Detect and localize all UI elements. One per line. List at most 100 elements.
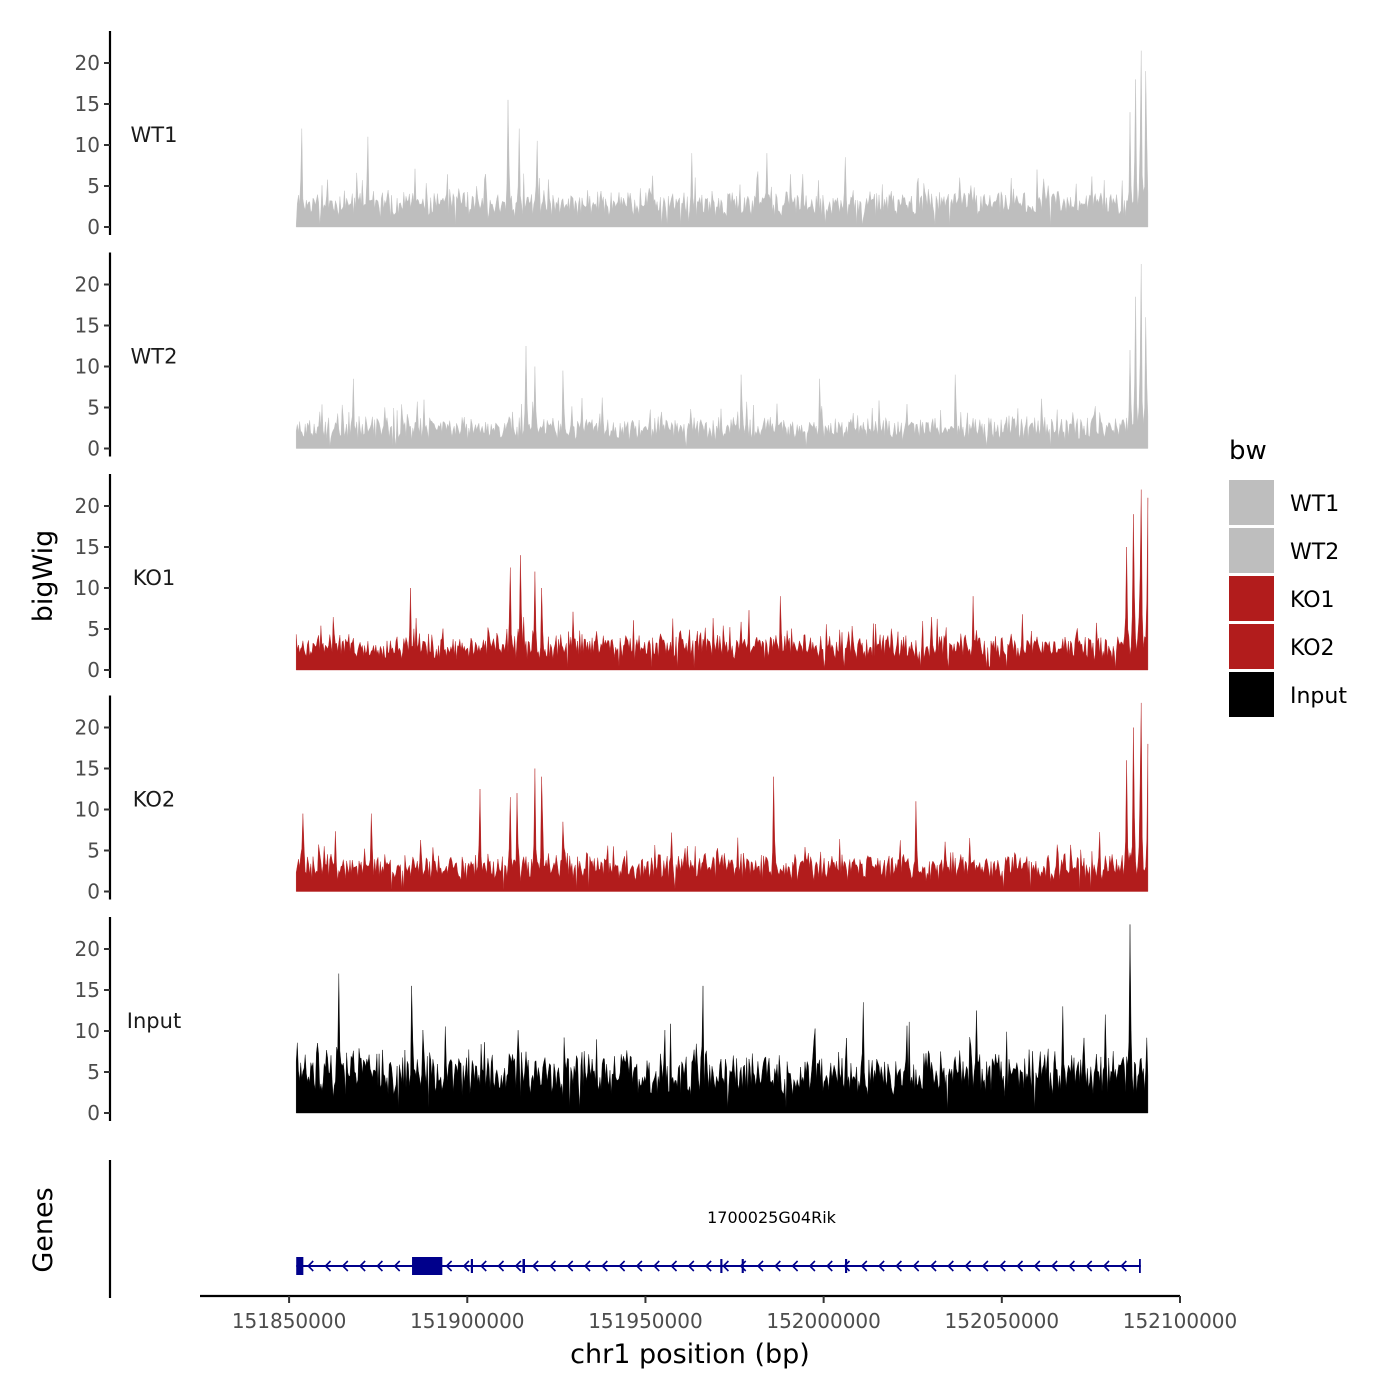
legend-label-wt2: WT2 [1290,540,1339,565]
strand-arrow [514,1260,522,1272]
exon [296,1257,304,1275]
strand-arrow [826,1260,833,1272]
strand-arrow [981,1260,989,1272]
genes-axis-title: Genes [28,1187,59,1272]
exon [741,1259,744,1273]
strand-arrow [1085,1260,1093,1272]
strand-arrow [739,1260,747,1272]
y-axis-title: bigWig [28,530,59,623]
y-tick-label: 20 [75,716,100,740]
y-tick-label: 5 [87,1060,100,1084]
legend-label-wt1: WT1 [1290,492,1339,517]
strand-arrow [929,1260,937,1272]
x-tick-label: 151900000 [410,1309,525,1333]
strand-arrow [895,1260,902,1272]
legend-key-wt1 [1229,480,1274,525]
genes-layer: 1700025G04Rik [108,1160,1141,1298]
y-tick-label: 10 [75,355,100,379]
gene-name-label: 1700025G04Rik [707,1208,837,1227]
y-tick-label: 0 [87,437,100,461]
y-tick-label: 10 [75,1019,100,1043]
x-tick-label: 152050000 [945,1309,1060,1333]
strand-arrow [687,1260,695,1272]
exon [845,1259,848,1273]
strand-arrow [480,1260,487,1272]
exon [522,1259,526,1273]
y-tick-label: 20 [75,273,100,297]
strand-arrow [791,1260,799,1272]
y-tick-label: 15 [75,314,100,338]
legend: bw WT1 WT2 KO1 KO2 Input [1229,436,1347,717]
strand-arrow [756,1260,764,1272]
track-label-ko2: KO2 [133,788,176,812]
legend-key-input [1229,672,1274,717]
y-tick-label: 20 [75,51,100,75]
strand-arrow [877,1260,885,1272]
strand-arrow [653,1260,660,1272]
strand-arrow [704,1260,712,1272]
track-label-wt1: WT1 [131,123,178,147]
strand-arrow [912,1260,920,1272]
y-tick-label: 15 [75,757,100,781]
strand-arrow [774,1260,781,1272]
y-tick-label: 0 [87,658,100,682]
track-ko2: 0 5 10 15 20 KO2 [75,695,1149,904]
track-label-ko1: KO1 [133,566,176,590]
strand-arrow [324,1260,332,1272]
strand-arrow [445,1260,453,1272]
strand-arrow [358,1260,366,1272]
legend-key-ko2 [1229,624,1274,669]
legend-label-input: Input [1290,684,1347,709]
legend-label-ko1: KO1 [1290,588,1335,613]
strand-arrow [808,1260,816,1272]
track-label-input: Input [127,1009,181,1033]
x-axis-title: chr1 position (bp) [570,1339,810,1370]
legend-key-wt2 [1229,528,1274,573]
legend-label-ko2: KO2 [1290,636,1335,661]
strand-arrow [601,1260,608,1272]
strand-arrow [670,1260,678,1272]
y-tick-label: 15 [75,535,100,559]
strand-arrow [1050,1260,1058,1272]
legend-key-ko1 [1229,576,1274,621]
strand-arrow [1102,1260,1110,1272]
y-tick-label: 10 [75,133,100,157]
x-axis: 151850000 151900000 151950000 152000000 1520… [200,1294,1237,1333]
y-tick-label: 5 [87,617,100,641]
strand-arrow [376,1260,383,1272]
strand-arrow [947,1260,954,1272]
signal-area-ko2 [296,702,1149,892]
y-tick-label: 10 [75,576,100,600]
strand-arrow [635,1260,643,1272]
signal-area-ko1 [296,489,1149,671]
signal-area-wt1 [296,50,1149,228]
y-tick-label: 5 [87,174,100,198]
strand-arrow [618,1260,626,1272]
strand-arrow [549,1260,556,1272]
track-wt1: 0 5 10 15 20 WT1 [75,31,1149,239]
x-tick-label: 151950000 [588,1309,703,1333]
legend-title: bw [1229,436,1267,466]
strand-arrow [1068,1260,1075,1272]
strand-arrow [307,1260,314,1272]
y-tick-label: 0 [87,215,100,239]
y-tick-label: 0 [87,1101,100,1125]
strand-arrow [393,1260,401,1272]
track-ko1: 0 5 10 15 20 KO1 [75,474,1149,682]
strand-arrow [843,1260,851,1272]
y-tick-label: 20 [75,494,100,518]
strand-arrow [531,1260,539,1272]
exon [412,1257,443,1275]
strand-arrow [341,1260,349,1272]
x-tick-label: 152000000 [766,1309,881,1333]
track-input: 0 5 10 15 20 Input [75,917,1149,1125]
y-tick-label: 10 [75,798,100,822]
x-tick-label: 151850000 [232,1309,347,1333]
y-tick-label: 5 [87,396,100,420]
y-tick-label: 5 [87,839,100,863]
strand-arrow [999,1260,1006,1272]
strand-arrow [964,1260,972,1272]
strand-arrow [1033,1260,1041,1272]
strand-arrow [860,1260,868,1272]
